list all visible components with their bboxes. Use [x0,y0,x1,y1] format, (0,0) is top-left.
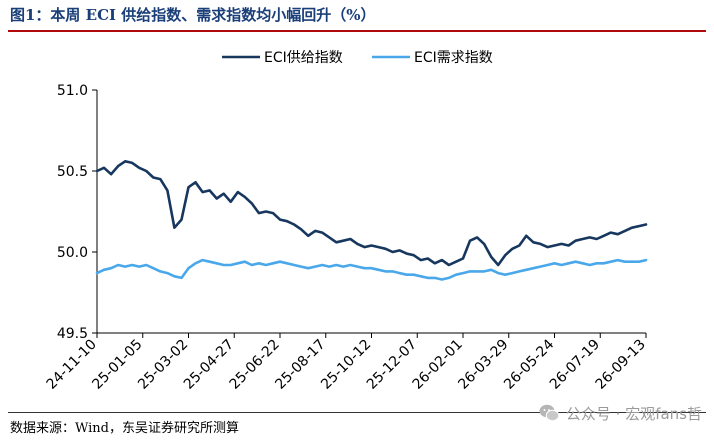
figure-title: 图1：本周 ECI 供给指数、需求指数均小幅回升（%） [10,6,376,24]
line-chart: 51.0 50.5 50.0 49.5 24-11-1025-01-0525-03-0… [44,50,649,393]
data-source-note: 数据来源：Wind，东吴证券研究所测算 [10,421,239,436]
legend-label-2: ECI需求指数 [414,50,493,66]
y-axis-ticks: 51.0 50.5 50.0 49.5 [57,83,97,342]
y-tick-label: 49.5 [57,326,88,342]
chart-legend: ECI供给指数 ECI需求指数 [222,50,493,66]
chart-axes [96,90,646,334]
watermark-text: 公众号 · 宏观fans哲 [565,404,702,423]
title-divider [8,30,706,32]
x-axis-ticks: 24-11-1025-01-0525-03-0225-04-2725-06-22… [44,333,649,393]
x-tick-label: 26-09-13 [593,337,649,393]
series-lines [95,160,648,281]
wechat-logo-icon [539,404,560,422]
watermark: 公众号 · 宏观fans哲 [538,402,702,424]
y-tick-label: 50.5 [57,164,88,180]
footer-divider [8,412,706,413]
y-tick-label: 51.0 [57,83,88,99]
series-line-2 [95,258,648,281]
y-tick-label: 50.0 [57,245,88,261]
series-line-1 [95,160,648,267]
legend-label-1: ECI供给指数 [264,50,343,66]
